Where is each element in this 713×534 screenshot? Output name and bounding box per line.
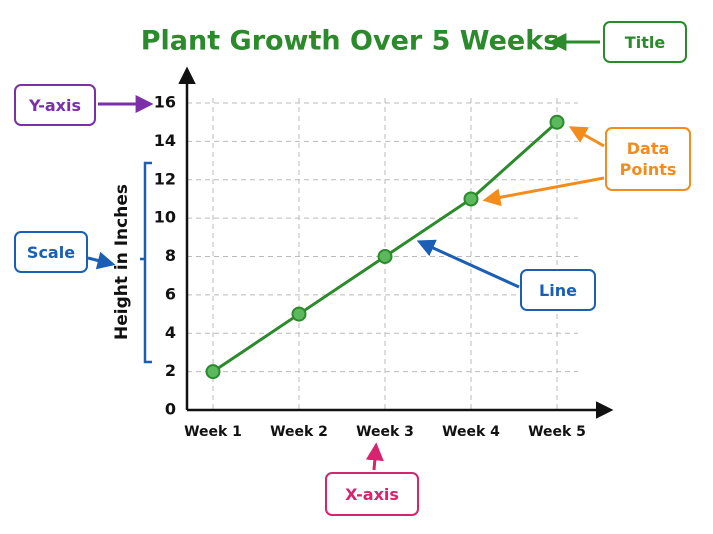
data-point [463,191,479,207]
x-tick-label: Week 3 [356,424,414,440]
data-point [549,114,565,130]
y-axis-label: Height in Inches [112,184,132,340]
data-points-arrow [568,126,605,148]
x-tick-label: Week 1 [184,424,242,440]
y-tick-label: 8 [165,246,176,265]
y-tick-label: 2 [165,361,176,380]
x-tick-label: Week 4 [442,424,500,440]
y-tick-label: 14 [154,131,176,150]
y-tick-label: 16 [154,93,176,112]
scale-bracket [140,161,152,364]
y-tick-label: 6 [165,284,176,303]
annotation: Data Points [605,127,691,191]
x-tick-label: Week 5 [528,424,586,440]
data-points-arrow [482,176,605,207]
chart-title: Plant Growth Over 5 Weeks [141,26,560,57]
x-tick-label: Week 2 [270,424,328,440]
y-tick-label: 4 [165,323,176,342]
y-tick-label: 10 [154,208,176,227]
scale-arrow [87,251,116,270]
annotation: Line [520,269,596,311]
annotation: Scale [14,231,88,273]
data-point [291,306,307,322]
y-tick-label: 12 [154,169,176,188]
x-axis-arrow [365,442,384,471]
annotation: Title [603,21,687,63]
data-point [205,364,221,380]
annotation: X-axis [325,472,419,516]
y-tick-label: 0 [165,400,176,419]
data-point [377,249,393,264]
annotation: Y-axis [14,84,96,126]
line-arrow [416,239,520,289]
